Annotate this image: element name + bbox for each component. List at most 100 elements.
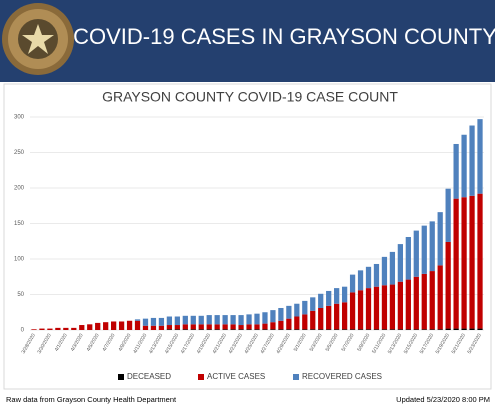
bar-segment: [190, 329, 196, 330]
x-tick-label: 4/5/2020: [86, 332, 101, 352]
x-tick-label: 5/1/2020: [293, 332, 308, 352]
bar-segment: [254, 313, 260, 325]
bar-segment: [437, 265, 443, 330]
bar-segment: [174, 329, 180, 330]
bar-segment: [134, 320, 141, 330]
x-tick-label: 5/19/2020: [435, 332, 451, 354]
x-tick-label: 4/13/2020: [148, 332, 164, 354]
x-tick-label: 4/3/2020: [70, 332, 85, 352]
bar-segment: [381, 256, 388, 286]
bar-segment: [318, 329, 324, 330]
bar-segment: [421, 225, 427, 274]
x-tick-label: 5/21/2020: [451, 332, 467, 354]
bar-segment: [429, 329, 435, 330]
bar-segment: [405, 329, 411, 330]
bar-segment: [270, 322, 276, 330]
y-tick-label: 200: [14, 186, 25, 192]
bar-segment: [262, 312, 268, 324]
bar-segment: [286, 318, 292, 330]
bar-segment: [389, 251, 396, 285]
legend-swatch: [293, 374, 299, 380]
bar-segment: [246, 329, 252, 330]
bar-segment: [39, 328, 45, 330]
legend-label: RECOVERED CASES: [302, 372, 382, 381]
bar-segment: [198, 324, 204, 330]
bar-segment: [445, 328, 451, 330]
bar-segment: [469, 328, 475, 330]
bar-segment: [461, 328, 467, 330]
bar-segment: [278, 329, 284, 330]
y-tick-label: 100: [14, 257, 25, 263]
y-tick-label: 150: [14, 221, 25, 227]
bar-segment: [445, 241, 451, 329]
bar-segment: [214, 324, 220, 330]
chart-frame: [3, 83, 492, 390]
bar-segment: [55, 327, 61, 330]
x-tick-label: 4/23/2020: [228, 332, 244, 354]
bar-segment: [270, 329, 276, 330]
x-tick-label: 5/7/2020: [341, 332, 356, 352]
x-tick-label: 4/7/2020: [102, 332, 117, 352]
bar-segment: [111, 321, 117, 330]
y-tick-label: 300: [14, 115, 25, 121]
bar-segment: [182, 329, 188, 330]
header-banner: [0, 0, 495, 82]
bar-segment: [222, 329, 228, 330]
y-tick-label: 0: [21, 328, 25, 334]
bar-segment: [405, 279, 411, 330]
legend-swatch: [118, 374, 124, 380]
source-note: Raw data from Grayson County Health Depa…: [6, 395, 177, 404]
bar-segment: [341, 329, 348, 330]
bar-segment: [461, 197, 467, 329]
bar-segment: [142, 325, 149, 330]
bar-segment: [126, 320, 133, 330]
x-tick-label: 4/15/2020: [164, 332, 180, 354]
bar-segment: [461, 134, 467, 198]
bar-segment: [421, 273, 427, 330]
bar-segment: [413, 276, 419, 330]
bar-segment: [150, 317, 157, 326]
bar-segment: [469, 195, 475, 329]
legend-label: ACTIVE CASES: [207, 372, 265, 381]
bar-segment: [103, 322, 109, 330]
bar-segment: [302, 300, 308, 315]
bar-segment: [238, 315, 244, 326]
bar-segment: [166, 316, 173, 326]
bar-segment: [349, 292, 356, 330]
bar-segment: [477, 328, 483, 330]
bar-segment: [326, 305, 332, 330]
bar-segment: [437, 212, 443, 266]
bar-segment: [469, 125, 475, 196]
bar-segment: [158, 317, 165, 326]
bar-segment: [166, 329, 173, 330]
bar-segment: [254, 324, 260, 330]
bar-segment: [134, 319, 141, 321]
bar-segment: [206, 324, 212, 330]
bar-segment: [158, 325, 165, 330]
bar-segment: [373, 286, 380, 330]
bar-segment: [174, 325, 180, 330]
x-tick-label: 5/9/2020: [356, 332, 371, 352]
bar-segment: [453, 143, 459, 199]
bar-segment: [222, 324, 228, 330]
bar-segment: [87, 324, 93, 330]
bar-segment: [246, 314, 252, 325]
bar-segment: [413, 329, 419, 330]
bar-segment: [453, 328, 459, 330]
bar-segment: [318, 293, 324, 308]
bar-segment: [262, 323, 268, 330]
y-tick-label: 250: [14, 150, 25, 156]
header-title: COVID-19 CASES IN GRAYSON COUNTY: [73, 24, 495, 49]
bar-segment: [413, 230, 419, 277]
bar-segment: [95, 322, 101, 330]
bar-segment: [421, 329, 427, 330]
bar-segment: [31, 329, 37, 330]
x-tick-label: 4/9/2020: [118, 332, 133, 352]
bar-segment: [318, 307, 324, 330]
bar-segment: [310, 310, 316, 330]
bar-segment: [79, 325, 85, 330]
bar-segment: [437, 329, 443, 330]
bar-segment: [150, 325, 157, 330]
bar-segment: [238, 325, 244, 330]
bar-segment: [373, 329, 380, 330]
